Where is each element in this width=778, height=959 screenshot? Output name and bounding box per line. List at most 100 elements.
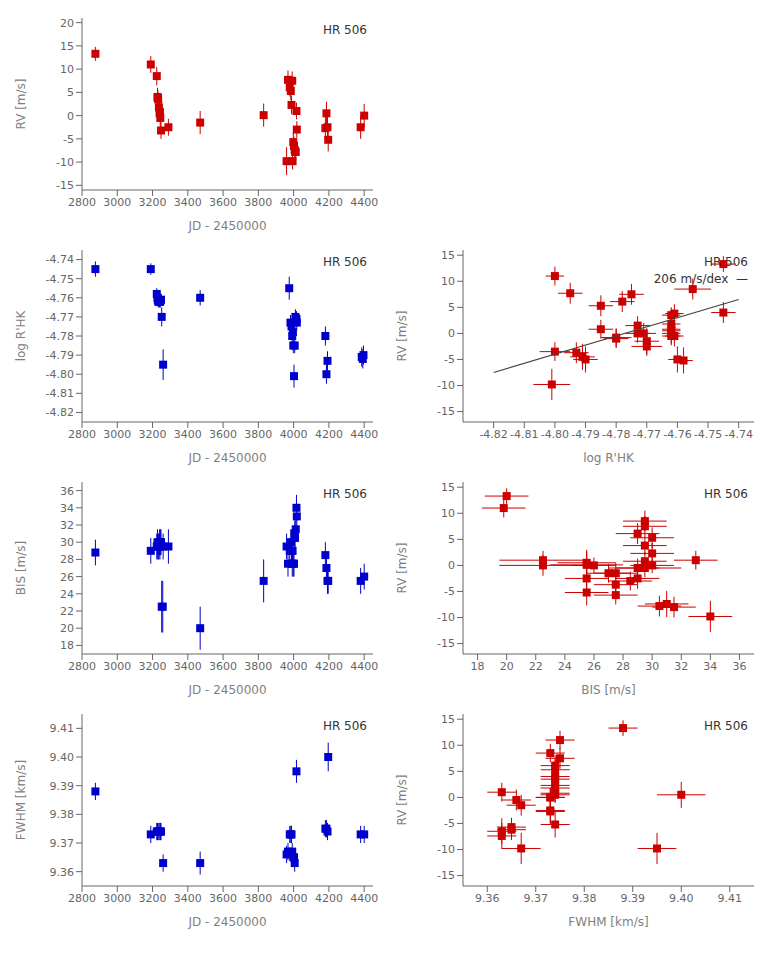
svg-text:30: 30 [645,660,659,673]
svg-text:-5: -5 [444,817,455,830]
svg-text:9.41: 9.41 [718,892,743,905]
svg-text:3800: 3800 [244,428,272,441]
svg-text:9.36: 9.36 [50,866,75,879]
svg-text:-5: -5 [63,133,74,146]
svg-text:-15: -15 [56,179,74,192]
svg-text:20: 20 [500,660,514,673]
svg-text:9.40: 9.40 [669,892,694,905]
svg-text:log R'HK: log R'HK [14,310,28,362]
svg-text:3000: 3000 [103,892,131,905]
svg-text:-4.78: -4.78 [46,330,74,343]
svg-text:-4.74: -4.74 [724,428,752,441]
svg-text:-5: -5 [444,585,455,598]
svg-text:3400: 3400 [174,428,202,441]
svg-text:26: 26 [587,660,601,673]
svg-text:22: 22 [60,605,74,618]
svg-text:-4.74: -4.74 [46,253,74,266]
svg-text:20: 20 [60,17,74,30]
svg-text:9.39: 9.39 [621,892,646,905]
svg-text:9.38: 9.38 [572,892,597,905]
svg-text:FWHM [km/s]: FWHM [km/s] [14,760,28,840]
svg-text:-4.77: -4.77 [46,311,74,324]
svg-text:28: 28 [60,553,74,566]
svg-text:15: 15 [60,40,74,53]
svg-text:4000: 4000 [280,196,308,209]
svg-text:3000: 3000 [103,660,131,673]
svg-text:-15: -15 [437,405,455,418]
svg-text:9.37: 9.37 [524,892,549,905]
svg-text:JD - 2450000: JD - 2450000 [187,915,266,929]
svg-text:BIS [m/s]: BIS [m/s] [581,683,636,697]
svg-text:5: 5 [448,301,455,314]
svg-text:26: 26 [60,571,74,584]
svg-text:9.41: 9.41 [50,722,75,735]
svg-text:3400: 3400 [174,892,202,905]
svg-text:-4.81: -4.81 [510,428,538,441]
svg-text:24: 24 [60,588,74,601]
svg-text:3200: 3200 [139,892,167,905]
svg-text:JD - 2450000: JD - 2450000 [187,219,266,233]
svg-text:9.36: 9.36 [475,892,500,905]
svg-text:4400: 4400 [350,428,378,441]
svg-text:2800: 2800 [68,660,96,673]
svg-text:-15: -15 [437,637,455,650]
svg-text:32: 32 [60,519,74,532]
svg-text:10: 10 [441,507,455,520]
svg-text:4200: 4200 [315,196,343,209]
svg-text:JD - 2450000: JD - 2450000 [187,683,266,697]
svg-text:3200: 3200 [139,196,167,209]
svg-text:4400: 4400 [350,196,378,209]
svg-text:10: 10 [441,275,455,288]
svg-text:9.37: 9.37 [50,837,75,850]
svg-text:0: 0 [67,110,74,123]
svg-text:3400: 3400 [174,660,202,673]
svg-text:2800: 2800 [68,196,96,209]
svg-text:BIS [m/s]: BIS [m/s] [14,541,28,596]
svg-text:18: 18 [60,639,74,652]
svg-text:-4.79: -4.79 [46,349,74,362]
svg-text:9.39: 9.39 [50,780,75,793]
svg-text:5: 5 [67,86,74,99]
svg-text:9.40: 9.40 [50,751,75,764]
svg-text:4000: 4000 [280,660,308,673]
svg-text:3600: 3600 [209,892,237,905]
svg-text:5: 5 [448,533,455,546]
svg-text:log R'HK: log R'HK [583,451,635,465]
svg-text:4000: 4000 [280,428,308,441]
svg-text:4400: 4400 [350,892,378,905]
svg-text:-4.75: -4.75 [46,273,74,286]
svg-text:0: 0 [448,559,455,572]
svg-text:20: 20 [60,622,74,635]
svg-text:-4.75: -4.75 [694,428,722,441]
svg-text:0: 0 [448,327,455,340]
svg-text:FWHM [km/s]: FWHM [km/s] [568,915,648,929]
svg-text:-5: -5 [444,353,455,366]
svg-text:-10: -10 [56,156,74,169]
svg-text:RV [m/s]: RV [m/s] [395,310,409,361]
svg-text:-4.78: -4.78 [602,428,630,441]
svg-text:3800: 3800 [244,660,272,673]
svg-text:-4.77: -4.77 [633,428,661,441]
svg-text:3200: 3200 [139,660,167,673]
svg-text:5: 5 [448,765,455,778]
svg-text:-4.79: -4.79 [571,428,599,441]
svg-text:4200: 4200 [315,660,343,673]
svg-text:-4.80: -4.80 [46,368,74,381]
svg-text:32: 32 [674,660,688,673]
svg-text:9.38: 9.38 [50,808,75,821]
svg-text:15: 15 [441,713,455,726]
svg-text:3600: 3600 [209,196,237,209]
svg-text:-10: -10 [437,611,455,624]
svg-text:RV [m/s]: RV [m/s] [395,542,409,593]
svg-text:3800: 3800 [244,892,272,905]
svg-text:15: 15 [441,249,455,262]
svg-text:3800: 3800 [244,196,272,209]
svg-text:36: 36 [60,485,74,498]
svg-text:3000: 3000 [103,428,131,441]
svg-text:3400: 3400 [174,196,202,209]
svg-text:JD - 2450000: JD - 2450000 [187,451,266,465]
svg-text:30: 30 [60,536,74,549]
svg-text:3600: 3600 [209,660,237,673]
svg-text:15: 15 [441,481,455,494]
svg-text:-4.76: -4.76 [663,428,691,441]
